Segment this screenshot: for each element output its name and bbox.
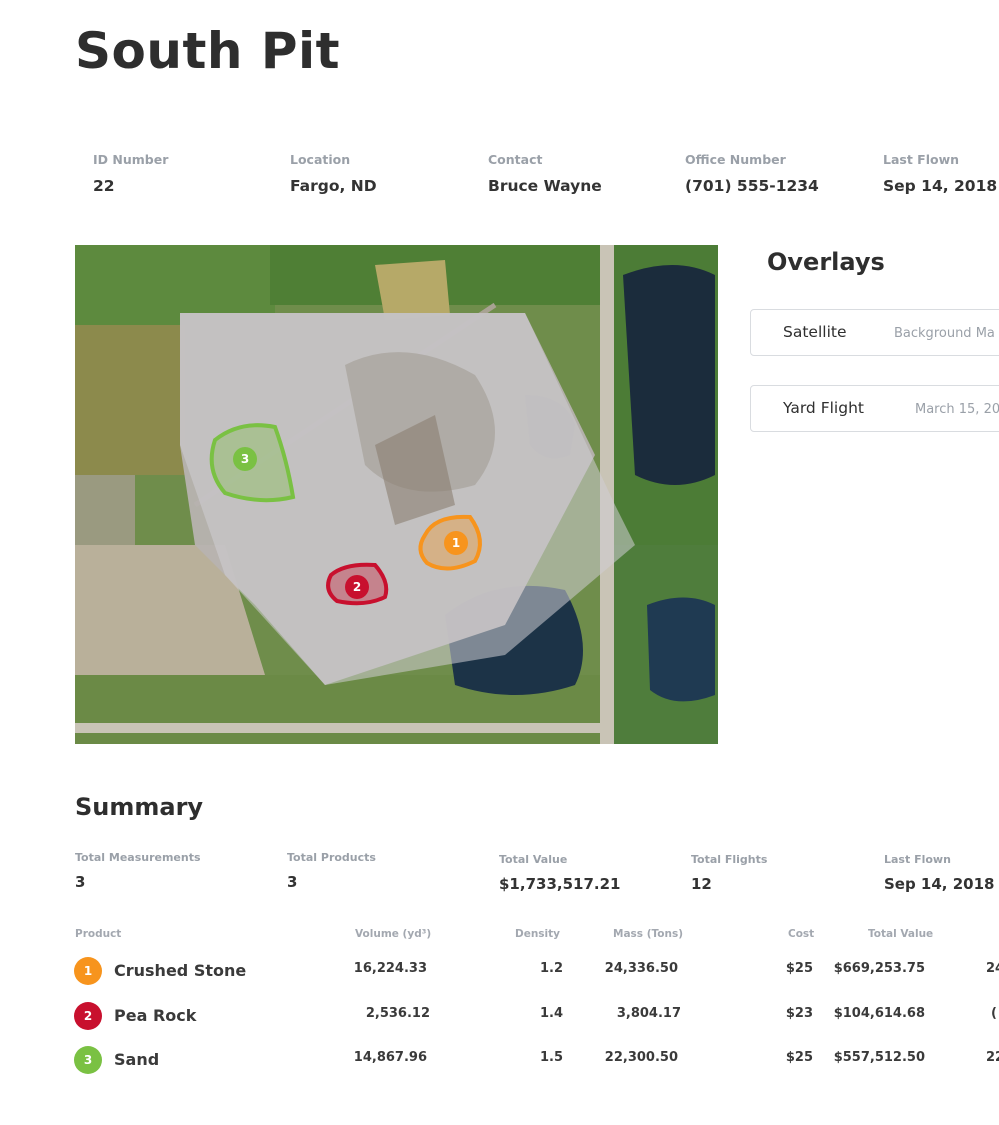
overlay-name: Satellite (783, 323, 847, 341)
info-value: (701) 555-1234 (685, 177, 819, 195)
column-header-total-value[interactable]: Total Value (868, 928, 934, 940)
overlay-name: Yard Flight (783, 399, 864, 417)
stat-label: Total Products (287, 851, 376, 864)
cell-overflow: 22 (986, 1050, 999, 1065)
cell-total-value: $557,512.50 (833, 1050, 925, 1065)
stat-label: Total Value (499, 853, 568, 866)
cell-density: 1.4 (539, 1006, 563, 1021)
map-marker-2[interactable]: 2 (345, 575, 369, 599)
overlay-description: March 15, 20 (915, 402, 999, 417)
info-label: Last Flown (883, 152, 960, 167)
column-header-cost[interactable]: Cost (788, 928, 815, 940)
map-marker-1[interactable]: 1 (444, 531, 468, 555)
info-label: Contact (488, 152, 543, 167)
aerial-image (75, 245, 718, 744)
stat-total-products: Total Products 3 (287, 851, 376, 891)
cell-cost: $25 (785, 961, 813, 976)
cell-density: 1.5 (539, 1050, 563, 1065)
cell-mass: 3,804.17 (616, 1006, 681, 1021)
stat-label: Total Flights (691, 853, 768, 866)
stat-value: 3 (75, 873, 86, 891)
product-badge: 2 (74, 1002, 102, 1030)
stat-total-measurements: Total Measurements 3 (75, 851, 201, 891)
cell-mass: 22,300.50 (604, 1050, 678, 1065)
overlays-heading: Overlays (767, 248, 885, 276)
overlay-description: Background Ma (894, 326, 995, 341)
page-title: South Pit (75, 22, 341, 80)
cell-cost: $23 (785, 1006, 813, 1021)
product-badge: 3 (74, 1046, 102, 1074)
info-last-flown: Last Flown Sep 14, 2018 (883, 152, 997, 195)
stat-total-value: Total Value $1,733,517.21 (499, 853, 620, 893)
product-name: Sand (114, 1050, 160, 1069)
stat-total-flights: Total Flights 12 (691, 853, 767, 893)
table-row[interactable]: 2 Pea Rock 2,536.12 1.4 3,804.17 $23 $10… (0, 1002, 999, 1032)
column-header-product[interactable]: Product (75, 928, 122, 940)
product-badge: 1 (74, 957, 102, 985)
info-label: ID Number (93, 152, 169, 167)
cell-volume: 2,536.12 (365, 1006, 430, 1021)
site-map[interactable]: 3 1 2 (75, 245, 718, 744)
info-value: Bruce Wayne (488, 177, 602, 195)
cell-volume: 14,867.96 (353, 1050, 427, 1065)
stat-value: 12 (691, 875, 712, 893)
info-label: Location (290, 152, 351, 167)
cell-density: 1.2 (539, 961, 563, 976)
stat-label: Last Flown (884, 853, 951, 866)
product-name: Pea Rock (114, 1006, 197, 1025)
table-row[interactable]: 1 Crushed Stone 16,224.33 1.2 24,336.50 … (0, 957, 999, 987)
map-marker-3[interactable]: 3 (233, 447, 257, 471)
stat-value: Sep 14, 2018 (884, 875, 995, 893)
column-header-density[interactable]: Density (515, 928, 561, 940)
column-header-mass[interactable]: Mass (Tons) (613, 928, 683, 940)
column-header-volume[interactable]: Volume (yd³) (355, 928, 432, 940)
stat-label: Total Measurements (75, 851, 201, 864)
cell-total-value: $669,253.75 (833, 961, 925, 976)
cell-overflow: ( (991, 1006, 997, 1021)
cell-volume: 16,224.33 (353, 961, 427, 976)
stat-last-flown: Last Flown Sep 14, 2018 (884, 853, 994, 893)
cell-cost: $25 (785, 1050, 813, 1065)
summary-heading: Summary (75, 793, 204, 821)
info-label: Office Number (685, 152, 786, 167)
product-name: Crushed Stone (114, 961, 247, 980)
info-contact: Contact Bruce Wayne (488, 152, 602, 195)
info-location: Location Fargo, ND (290, 152, 377, 195)
stat-value: 3 (287, 873, 298, 891)
cell-total-value: $104,614.68 (833, 1006, 925, 1021)
overlay-yard-flight[interactable]: Yard Flight March 15, 20 (750, 385, 999, 432)
info-office-number: Office Number (701) 555-1234 (685, 152, 819, 195)
stat-value: $1,733,517.21 (499, 875, 621, 893)
cell-overflow: 24 (986, 961, 999, 976)
info-value: Sep 14, 2018 (883, 177, 998, 195)
table-row[interactable]: 3 Sand 14,867.96 1.5 22,300.50 $25 $557,… (0, 1046, 999, 1076)
info-value: 22 (93, 177, 115, 195)
info-value: Fargo, ND (290, 177, 377, 195)
info-id-number: ID Number 22 (93, 152, 168, 195)
overlay-satellite[interactable]: Satellite Background Ma (750, 309, 999, 356)
cell-mass: 24,336.50 (604, 961, 678, 976)
